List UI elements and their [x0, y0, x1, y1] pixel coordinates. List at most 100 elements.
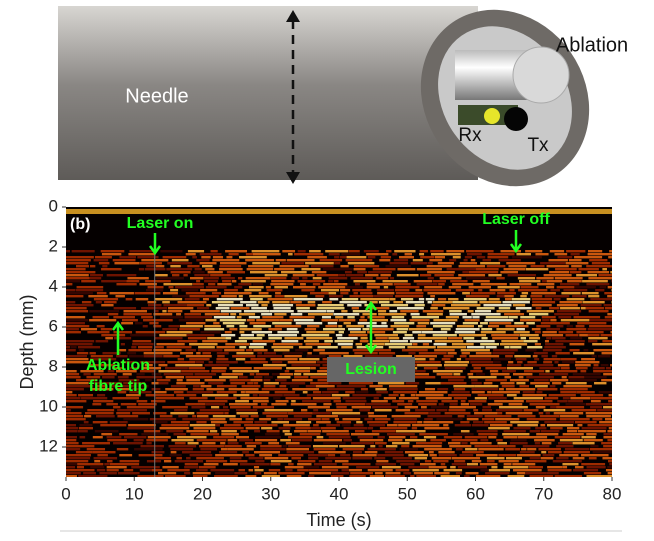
speckle: [467, 415, 483, 417]
speckle: [246, 349, 252, 351]
speckle: [370, 475, 384, 477]
speckle: [184, 472, 190, 474]
speckle: [308, 406, 330, 408]
speckle: [510, 283, 532, 285]
speckle: [176, 457, 181, 459]
speckle: [328, 454, 335, 456]
speckle: [477, 430, 498, 432]
speckle: [146, 394, 175, 396]
speckle: [202, 340, 227, 342]
speckle: [454, 460, 465, 462]
speckle: [472, 460, 481, 462]
ablation-label: Ablation: [556, 34, 628, 56]
speckle: [519, 385, 529, 387]
speckle: [444, 469, 463, 471]
speckle: [545, 397, 559, 399]
speckle: [555, 352, 569, 354]
speckle: [225, 331, 232, 333]
speckle: [113, 442, 143, 444]
speckle: [101, 280, 126, 282]
speckle: [314, 439, 342, 441]
speckle: [214, 475, 238, 477]
speckle: [186, 379, 200, 381]
speckle: [537, 388, 557, 390]
speckle: [560, 307, 580, 309]
speckle: [217, 352, 229, 354]
speckle: [350, 295, 374, 297]
speckle: [351, 442, 374, 444]
speckle: [603, 433, 619, 435]
speckle: [276, 259, 286, 261]
speckle: [535, 253, 548, 255]
speckle: [546, 472, 558, 474]
speckle: [451, 304, 480, 306]
speckle: [491, 334, 519, 336]
speckle: [475, 310, 491, 312]
speckle: [269, 310, 293, 312]
speckle: [410, 475, 414, 477]
speckle: [143, 325, 148, 327]
speckle: [88, 295, 107, 297]
speckle: [364, 418, 372, 420]
speckle: [576, 367, 588, 369]
speckle: [611, 280, 624, 282]
speckle: [497, 442, 507, 444]
speckle: [104, 301, 116, 303]
speckle: [78, 346, 100, 348]
speckle: [195, 268, 202, 270]
speckle: [417, 268, 442, 270]
speckle: [84, 415, 91, 417]
speckle: [349, 250, 360, 252]
speckle: [197, 307, 209, 309]
speckle: [254, 466, 259, 468]
speckle: [116, 283, 136, 285]
speckle: [487, 391, 491, 393]
speckle: [200, 448, 217, 450]
speckle: [200, 253, 222, 255]
speckle: [526, 268, 548, 270]
speckle: [488, 436, 496, 438]
speckle: [453, 373, 460, 375]
speckle: [148, 436, 171, 438]
speckle: [336, 403, 365, 405]
speckle: [226, 325, 234, 327]
speckle: [594, 364, 599, 366]
speckle: [499, 445, 516, 447]
speckle: [206, 403, 225, 405]
speckle: [213, 322, 219, 324]
speckle: [418, 337, 447, 339]
speckle: [441, 400, 457, 402]
speckle: [563, 397, 570, 399]
speckle: [66, 397, 81, 399]
speckle: [388, 439, 402, 441]
speckle: [296, 322, 323, 324]
speckle: [424, 436, 436, 438]
speckle: [591, 397, 618, 399]
speckle: [497, 292, 516, 294]
speckle: [159, 334, 186, 336]
speckle: [197, 415, 209, 417]
speckle: [366, 325, 387, 327]
speckle: [301, 409, 307, 411]
speckle: [348, 262, 375, 264]
speckle: [171, 421, 190, 423]
speckle: [242, 385, 261, 387]
speckle: [99, 262, 110, 264]
speckle: [525, 349, 536, 351]
speckle: [185, 316, 213, 318]
speckle: [265, 457, 289, 459]
speckle: [259, 394, 283, 396]
speckle: [162, 406, 188, 408]
speckle: [542, 280, 546, 282]
speckle: [79, 349, 84, 351]
speckle: [285, 469, 292, 471]
speckle: [490, 424, 513, 426]
speckle: [286, 448, 309, 450]
speckle: [66, 436, 77, 438]
speckle: [66, 262, 88, 264]
speckle: [518, 436, 547, 438]
speckle: [385, 475, 405, 477]
speckle: [309, 472, 331, 474]
speckle: [112, 397, 139, 399]
speckle: [460, 421, 469, 423]
